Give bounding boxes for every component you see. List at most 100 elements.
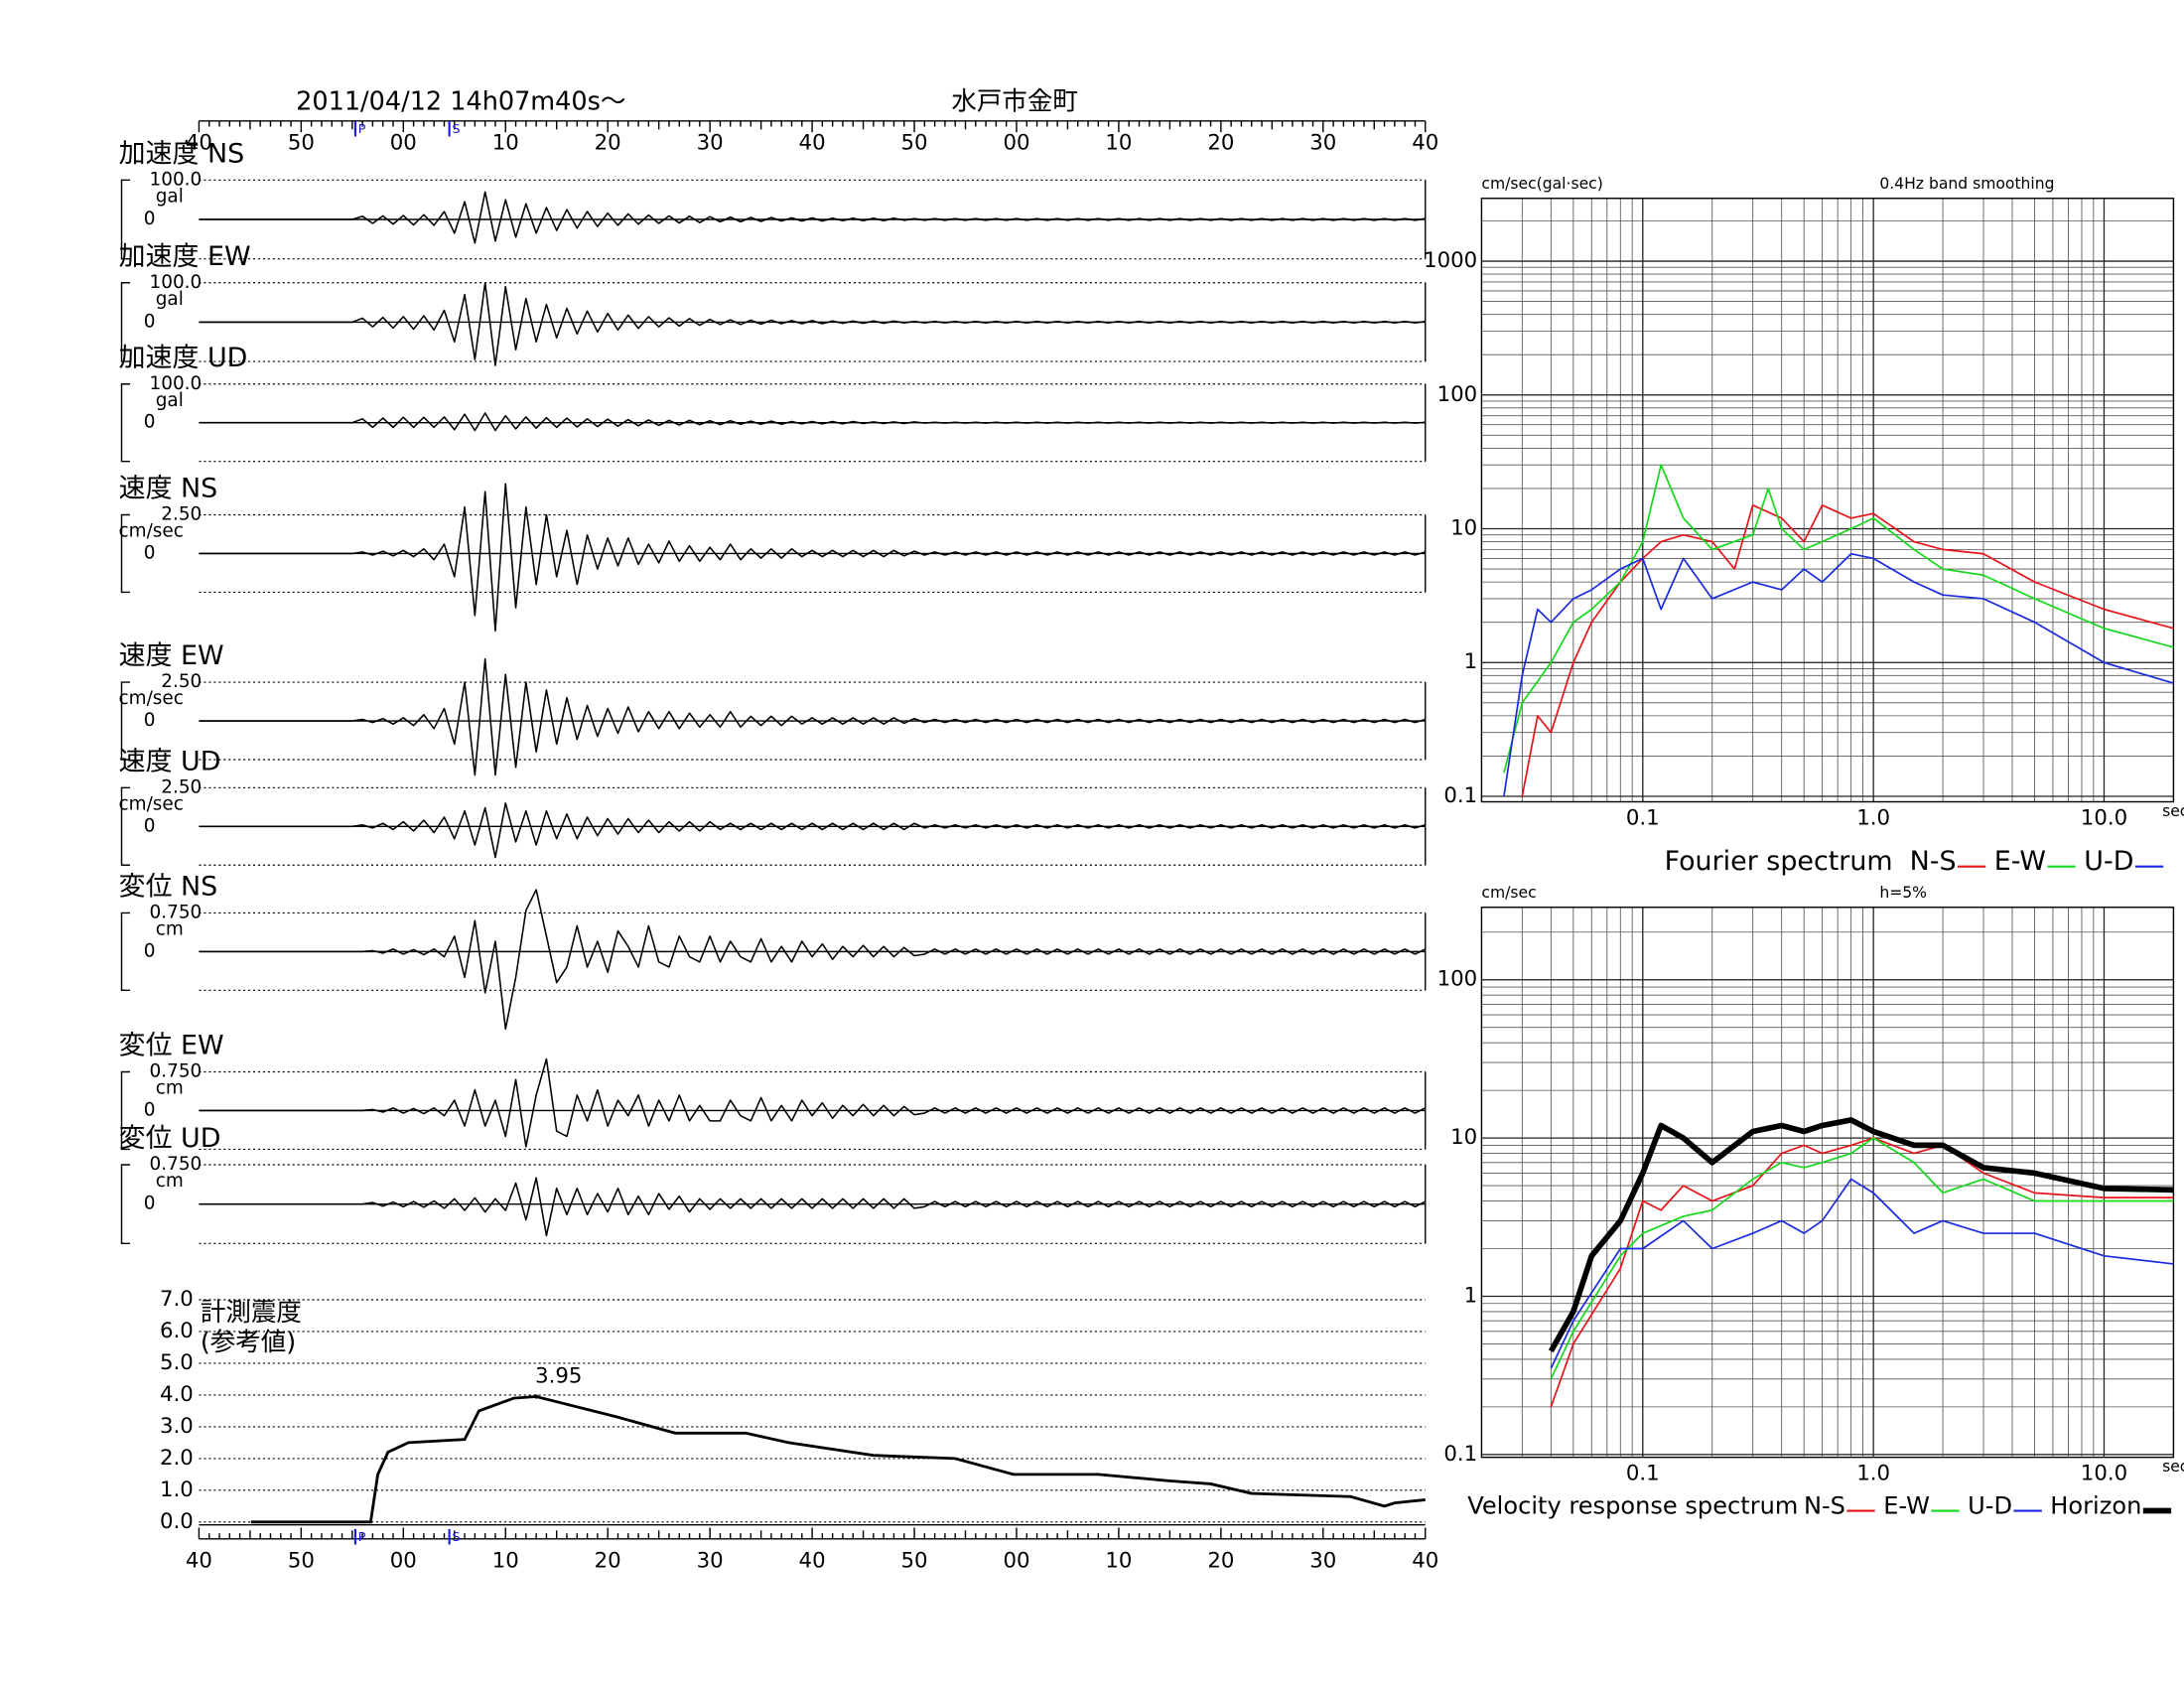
spectrum-line (1550, 1137, 2174, 1380)
y-tick-label: 0.1 (1443, 1442, 1477, 1467)
scale-label: 100.0 (150, 169, 203, 190)
waveform (199, 191, 1426, 244)
time-tick-label: 10 (1105, 1549, 1132, 1574)
waveform (199, 657, 1426, 776)
y-tick-label: 6.0 (160, 1319, 194, 1343)
x-tick-label: 1.0 (1856, 806, 1890, 831)
legend-label: E-W (1994, 846, 2046, 877)
peak-dot (534, 1394, 539, 1399)
time-tick-label: 10 (492, 1549, 519, 1574)
component-label: 変位 EW (119, 1031, 224, 1061)
phase-label: S (452, 122, 460, 137)
spectrum-line (1550, 1137, 2174, 1408)
spectrum-line (1548, 1117, 2174, 1353)
scale-label: 2.50 (161, 504, 202, 525)
time-tick-label: 40 (799, 131, 826, 156)
phase-label: P (358, 122, 366, 137)
unit-label: cm (156, 1171, 184, 1192)
time-tick-label: 20 (595, 131, 621, 156)
time-tick-label: 50 (288, 1549, 315, 1574)
time-tick-label: 40 (186, 1549, 212, 1574)
panel-bracket (120, 786, 131, 866)
scale-label: 2.50 (161, 776, 202, 797)
x-tick-label: 1.0 (1856, 1462, 1890, 1486)
component-label: 変位 UD (119, 1123, 221, 1154)
scale-label: 0.750 (150, 1061, 203, 1082)
time-tick-label: 00 (1003, 1549, 1029, 1574)
y-tick-label: 4.0 (160, 1382, 194, 1407)
waveform (199, 889, 1427, 1031)
zero-label: 0 (144, 815, 156, 836)
unit-label: cm (156, 1078, 184, 1099)
time-tick-label: 40 (186, 131, 212, 156)
zero-label: 0 (144, 1194, 156, 1214)
time-tick-label: 30 (697, 1549, 724, 1574)
legend-label: U-D (1968, 1491, 2012, 1519)
legend-label: N-S (1804, 1491, 1845, 1519)
unit-label: gal (156, 289, 184, 310)
spectrum-line (1550, 1178, 2174, 1369)
time-tick-label: 10 (492, 131, 519, 156)
time-tick-label: 30 (1309, 131, 1336, 156)
y-tick-label: 100 (1437, 967, 1478, 992)
waveform (199, 1057, 1427, 1148)
spectrum-line (1521, 503, 2174, 797)
intensity-line (250, 1395, 1426, 1524)
waveform (199, 1177, 1427, 1237)
phase-label: P (358, 1530, 366, 1545)
phase-label: S (452, 1530, 460, 1545)
x-axis-label: sec (2162, 1458, 2184, 1476)
peak-label: 3.95 (535, 1364, 582, 1389)
time-tick-label: 30 (1309, 1549, 1336, 1574)
panel-bracket (120, 179, 131, 260)
y-axis-label: cm/sec (1481, 884, 1536, 902)
zero-label: 0 (144, 542, 156, 563)
y-tick-label: 0.1 (1443, 783, 1477, 808)
panel-bracket (120, 912, 131, 992)
time-tick-label: 10 (1105, 131, 1132, 156)
y-tick-label: 10 (1450, 1125, 1477, 1150)
y-axis-label: cm/sec(gal·sec) (1481, 175, 1602, 193)
scale-label: 0.750 (150, 1154, 203, 1175)
y-axis-note: (参考値) (201, 1328, 296, 1357)
time-tick-label: 50 (901, 131, 928, 156)
scale-label: 0.750 (150, 902, 203, 922)
unit-label: cm (156, 918, 184, 939)
time-tick-label: 20 (1207, 131, 1234, 156)
y-tick-label: 7.0 (160, 1287, 194, 1312)
time-tick-label: 20 (595, 1549, 621, 1574)
x-axis-label: sec (2162, 802, 2184, 820)
legend-label: N-S (1910, 846, 1957, 877)
y-tick-label: 1000 (1424, 248, 1477, 273)
record-title: 2011/04/12 14h07m40s～ (296, 86, 625, 116)
component-label: 速度 NS (119, 474, 218, 504)
zero-label: 0 (144, 940, 156, 961)
panel-bracket (120, 383, 131, 463)
scale-label: 100.0 (150, 373, 203, 394)
zero-label: 0 (144, 1099, 156, 1120)
panel-bracket (120, 1164, 131, 1245)
legend-label: U-D (2084, 846, 2133, 877)
x-tick-label: 0.1 (1626, 806, 1660, 831)
time-tick-label: 40 (799, 1549, 826, 1574)
component-label: 加速度 NS (119, 138, 244, 169)
panel-bracket (120, 1070, 131, 1151)
component-label: 加速度 UD (119, 343, 248, 373)
time-tick-label: 00 (390, 131, 417, 156)
y-axis-label: 計測震度 (201, 1298, 302, 1328)
component-label: 加速度 EW (119, 241, 251, 272)
unit-label: cm/sec (119, 521, 184, 542)
spectrum-line (1503, 464, 2174, 774)
component-label: 速度 EW (119, 640, 224, 671)
y-tick-label: 1 (1464, 1283, 1478, 1308)
time-tick-label: 50 (288, 131, 315, 156)
panel-bracket (120, 282, 131, 362)
waveform (199, 412, 1426, 432)
time-tick-label: 30 (697, 131, 724, 156)
x-tick-label: 10.0 (2081, 806, 2127, 831)
component-label: 速度 UD (119, 746, 221, 776)
scale-label: 100.0 (150, 272, 203, 293)
